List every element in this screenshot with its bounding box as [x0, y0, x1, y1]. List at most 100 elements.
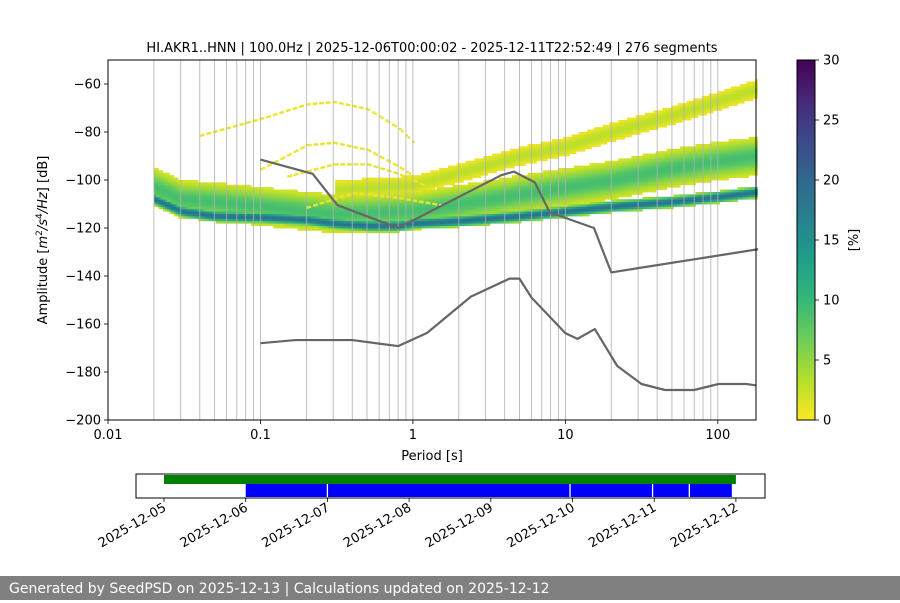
density-cell [465, 172, 469, 176]
density-cell [273, 225, 276, 229]
density-cell [377, 184, 380, 188]
density-cell [496, 201, 500, 205]
density-cell [604, 211, 608, 214]
density-cell [542, 206, 546, 210]
density-cell [315, 201, 318, 205]
density-cell [580, 172, 584, 176]
density-cell [527, 146, 531, 150]
density-cell [593, 165, 597, 169]
density-cell [317, 192, 321, 195]
density-cell [598, 201, 601, 205]
density-cell [593, 127, 597, 130]
density-cell [615, 192, 619, 195]
density-cell [162, 196, 166, 200]
density-cell [215, 192, 219, 195]
density-cell [368, 204, 371, 207]
density-cell [251, 194, 254, 198]
density-cell [596, 194, 599, 198]
density-cell [164, 187, 168, 190]
density-cell [604, 160, 608, 164]
density-cell [171, 204, 175, 207]
density-cell [565, 180, 568, 183]
density-cell [187, 206, 190, 210]
density-cell [370, 192, 374, 195]
density-cell [445, 187, 449, 190]
density-cell [293, 206, 296, 210]
density-cell [458, 216, 462, 219]
density-cell [536, 153, 539, 157]
density-cell [587, 134, 590, 138]
density-cell [368, 182, 371, 186]
density-cell [419, 218, 422, 222]
density-cell [386, 225, 389, 229]
density-cell [454, 168, 458, 171]
density-cell [571, 180, 575, 183]
density-cell [332, 208, 336, 212]
density-cell [348, 184, 352, 188]
density-cell [642, 120, 646, 123]
density-cell [465, 177, 469, 181]
density-cell [476, 201, 480, 205]
density-cell [355, 187, 358, 190]
density-cell [496, 180, 500, 183]
density-cell [591, 141, 595, 145]
density-cell [405, 199, 409, 202]
density-cell [432, 189, 436, 193]
density-cell [470, 163, 473, 166]
density-cell [481, 194, 484, 198]
density-cell [277, 213, 281, 217]
density-cell [436, 192, 440, 195]
density-cell [565, 172, 568, 176]
density-cell [554, 216, 557, 219]
density-cell [604, 165, 608, 169]
density-cell [450, 170, 453, 174]
density-cell [626, 127, 630, 130]
density-cell [558, 199, 562, 202]
density-cell [646, 165, 650, 169]
density-cell [470, 220, 473, 224]
density-cell [266, 199, 270, 202]
density-cell [328, 213, 332, 217]
density-cell [571, 196, 575, 200]
density-cell [412, 189, 416, 193]
density-cell [571, 134, 575, 138]
density-cell [222, 184, 226, 188]
density-cell [604, 180, 608, 183]
density-cell [443, 211, 447, 214]
density-cell [463, 204, 466, 207]
density-cell [609, 187, 612, 190]
density-cell [352, 206, 356, 210]
density-cell [324, 196, 327, 200]
density-cell [551, 201, 555, 205]
density-cell [195, 194, 199, 198]
density-cell [500, 160, 504, 164]
density-cell [344, 194, 347, 198]
density-cell [273, 206, 276, 210]
density-cell [600, 199, 604, 202]
density-cell [580, 211, 584, 214]
density-cell [273, 211, 276, 214]
density-cell [481, 192, 484, 195]
density-cell [607, 177, 610, 181]
density-cell [255, 223, 259, 226]
density-cell [410, 216, 413, 219]
density-cell [558, 182, 562, 186]
density-cell [434, 216, 438, 219]
density-cell [463, 196, 466, 200]
density-cell [576, 206, 579, 210]
density-cell [598, 172, 601, 176]
density-cell [492, 160, 495, 164]
density-cell [295, 201, 298, 205]
density-cell [635, 182, 639, 186]
density-cell [542, 156, 546, 159]
density-cell [355, 220, 358, 224]
density-cell [408, 211, 411, 214]
density-cell [293, 194, 296, 198]
density-cell [191, 182, 195, 186]
density-cell [573, 194, 577, 198]
density-cell [593, 132, 597, 135]
density-cell [330, 213, 334, 217]
density-cell [434, 184, 438, 188]
density-cell [268, 194, 272, 198]
density-cell [341, 199, 345, 202]
